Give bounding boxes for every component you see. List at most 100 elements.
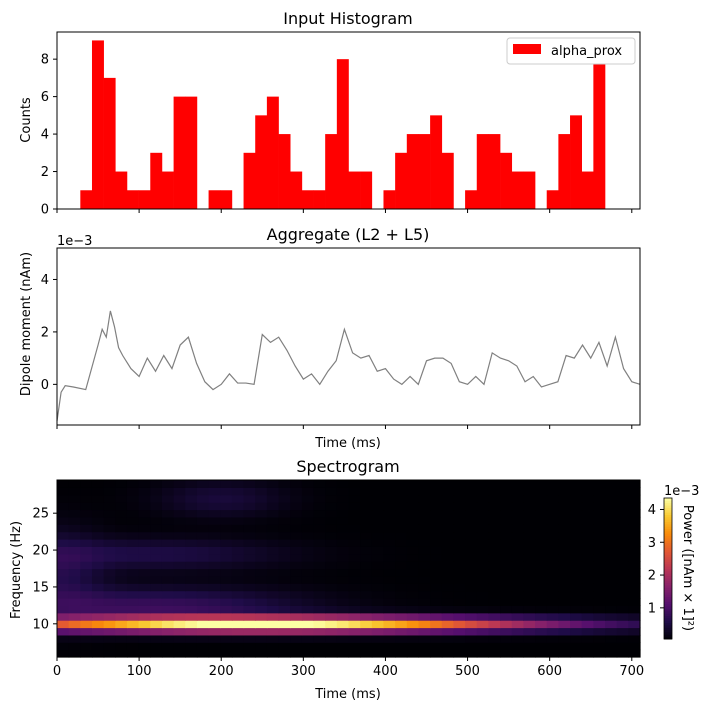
spectrogram-cell — [488, 553, 501, 562]
spectrogram-cell — [628, 605, 641, 614]
histogram-bar — [546, 190, 559, 209]
spectrogram-cell — [313, 642, 326, 651]
colorbar-step — [664, 559, 672, 562]
spectrogram-cell — [138, 516, 151, 525]
spectrogram-cell — [196, 480, 210, 488]
spectrogram-cell — [395, 480, 408, 488]
dipole-yticks: 0 2 4 — [41, 273, 57, 393]
spectrogram-cell — [511, 553, 524, 562]
spectrogram-cell — [430, 480, 443, 488]
spectrogram-cell — [336, 634, 350, 643]
spectrogram-cell — [313, 612, 326, 621]
spectrogram-cell — [395, 494, 408, 503]
spectrogram-cell — [266, 642, 280, 651]
spectrogram-cell — [383, 494, 396, 503]
spectrogram-cell — [570, 480, 583, 488]
spectrogram-cell — [313, 568, 326, 577]
spectrogram-cell — [488, 561, 501, 570]
colorbar-step — [664, 549, 672, 553]
spectrogram-cell — [173, 605, 186, 614]
spectrogram-cell — [80, 480, 93, 488]
spectrogram-cell — [301, 634, 315, 643]
spectrogram-cell — [185, 539, 198, 547]
spectrogram-cell — [500, 516, 513, 525]
colorbar-step — [664, 542, 672, 546]
spectrogram-cell — [173, 627, 186, 636]
spectrogram-cell — [546, 590, 559, 599]
spectrogram-cell — [371, 583, 385, 592]
histogram-ylabel: Counts — [19, 97, 34, 143]
spectrogram-cell — [266, 583, 280, 592]
spectrogram-cell — [115, 612, 128, 621]
spectrogram-cell — [150, 583, 163, 592]
spectrogram-cell — [231, 568, 245, 577]
spectrogram-cell — [406, 590, 420, 599]
spectrogram-cell — [150, 487, 163, 496]
spectrogram-cell — [266, 494, 280, 503]
colorbar-step — [664, 622, 672, 626]
colorbar-step — [664, 500, 672, 504]
spectrogram-cell — [91, 509, 105, 518]
spectrogram-yticks: 10 15 20 25 — [32, 507, 57, 632]
spectrogram-cell — [266, 524, 280, 533]
colorbar-step — [664, 523, 672, 527]
spectrogram-cell — [336, 553, 350, 562]
spectrogram-cell — [395, 561, 408, 570]
spectrogram-cell — [406, 642, 420, 651]
spectrogram-cell — [243, 531, 256, 540]
dipole-ytick-label: 0 — [41, 378, 49, 393]
spectrogram-cell — [348, 539, 361, 547]
spectrogram-cell — [231, 487, 245, 496]
spectrogram-cell — [395, 516, 408, 525]
spectrogram-cell — [430, 605, 443, 614]
legend-label-alpha-prox: alpha_prox — [551, 44, 622, 59]
spectrogram-cell — [383, 575, 396, 584]
spectrogram-cell — [441, 568, 455, 577]
spectrogram-cell — [406, 480, 420, 488]
spectrogram-cell — [196, 516, 210, 525]
spectrogram-cell — [91, 487, 105, 496]
spectrogram-cell — [68, 575, 81, 584]
spectrogram-cell — [255, 634, 268, 643]
spectrogram-cell — [68, 620, 81, 629]
spectrogram-cell — [511, 575, 524, 584]
spectrogram-cell — [453, 627, 466, 636]
histogram-bar — [488, 134, 501, 209]
spectrogram-cell — [313, 598, 326, 606]
spectrogram-cell — [406, 502, 420, 511]
spectrogram-cell — [220, 583, 233, 592]
histogram-bar — [150, 152, 163, 209]
spectrogram-cell — [255, 561, 268, 570]
spectrogram-cell — [313, 553, 326, 562]
spectrogram-cell — [511, 627, 524, 636]
spectrogram-cell — [418, 598, 431, 606]
spectrogram-cell — [278, 605, 291, 614]
spectrogram-cell — [103, 568, 116, 577]
spectrogram-cell — [465, 605, 478, 614]
spectrogram-cell — [465, 627, 478, 636]
spectrogram-cell — [185, 598, 198, 606]
spectrogram-cell — [196, 539, 210, 547]
spectrogram-cell — [500, 634, 513, 643]
spectrogram-cell — [546, 561, 559, 570]
spectrogram-cell — [68, 546, 81, 555]
legend-swatch-alpha-prox — [513, 44, 541, 54]
spectrogram-cell — [173, 553, 186, 562]
spectrogram-cell — [453, 575, 466, 584]
spectrogram-cell — [126, 627, 140, 636]
spectrogram-cell — [220, 516, 233, 525]
spectrogram-cell — [301, 620, 315, 629]
colorbar-step — [664, 568, 672, 572]
histogram-legend[interactable]: alpha_prox — [506, 37, 636, 65]
spectrogram-cell — [220, 494, 233, 503]
spectrogram-cell — [441, 516, 455, 525]
spectrogram-cell — [115, 502, 128, 511]
spectrogram-xticks: 0 100 200 300 400 500 600 700 — [53, 657, 644, 679]
spectrogram-cell — [68, 509, 81, 518]
spectrogram-cell — [593, 553, 606, 562]
dipole-offset-text: 1e−3 — [57, 234, 92, 249]
spectrogram-cell — [593, 561, 606, 570]
spectrogram-cell — [535, 494, 548, 503]
spectrogram-cell — [220, 612, 233, 621]
spectrogram-cell — [616, 553, 629, 562]
